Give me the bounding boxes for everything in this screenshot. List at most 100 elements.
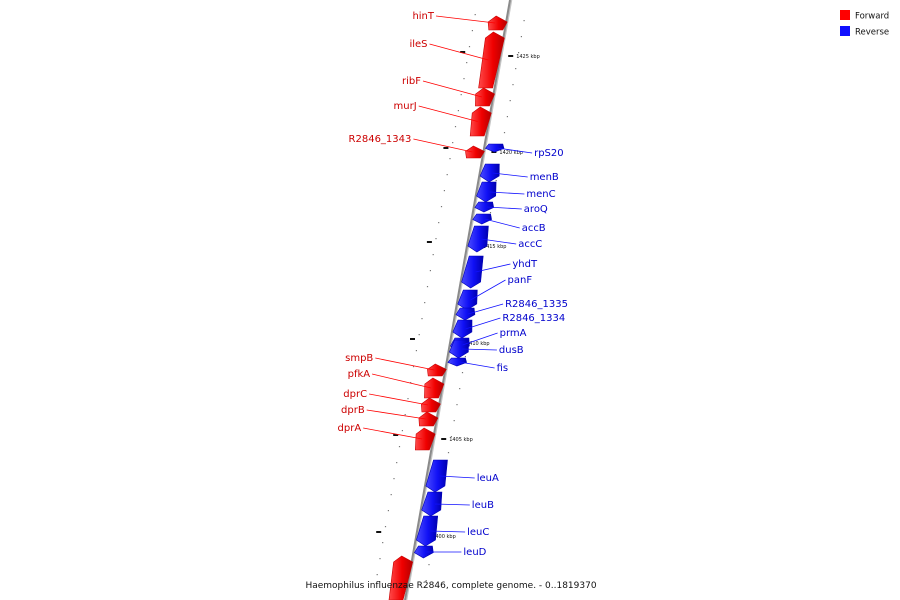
- reverse-gene-arrow[interactable]: [455, 307, 476, 321]
- minor-tick-dot: [398, 446, 401, 448]
- gene-label[interactable]: ribF: [402, 76, 421, 87]
- minor-tick-dot: [447, 452, 450, 454]
- gene-label[interactable]: menB: [530, 172, 559, 183]
- gene-label[interactable]: prmA: [500, 328, 527, 339]
- forward-gene-arrow[interactable]: [414, 427, 436, 451]
- legend-reverse-label: Reverse: [855, 28, 889, 38]
- gene-label[interactable]: accB: [522, 223, 546, 234]
- minor-tick-dot: [509, 100, 511, 102]
- minor-tick-dot: [515, 68, 517, 70]
- gene-leader-line: [484, 218, 520, 229]
- reverse-gene-arrow[interactable]: [472, 213, 492, 225]
- gene-label[interactable]: leuD: [463, 547, 486, 558]
- axis-line: [404, 0, 511, 600]
- reverse-gene-arrow[interactable]: [457, 289, 478, 311]
- gene-leader-line: [363, 427, 423, 440]
- gene-leader-line: [475, 263, 511, 273]
- minor-tick-dot: [384, 526, 387, 528]
- gene-label[interactable]: yhdT: [512, 259, 538, 270]
- gene-label[interactable]: murJ: [394, 101, 417, 112]
- minor-tick-dot: [401, 430, 403, 432]
- forward-gene-arrow[interactable]: [469, 106, 492, 137]
- gene-label[interactable]: menC: [526, 189, 555, 200]
- gene-labels: hinT ileS ribF murJ R2846_1343 rpS20 menB menC a…: [338, 11, 568, 558]
- genome-caption: Haemophilus influenzae R2846, complete g…: [305, 581, 596, 591]
- forward-gene-arrow[interactable]: [420, 397, 441, 413]
- minor-tick-dot: [495, 180, 497, 182]
- gene-label[interactable]: accC: [518, 239, 542, 250]
- gene-label[interactable]: pfkA: [348, 369, 371, 380]
- reverse-gene-arrow[interactable]: [484, 143, 505, 153]
- reverse-gene-arrow[interactable]: [447, 357, 467, 367]
- reverse-gene-arrow[interactable]: [461, 255, 484, 289]
- gene-leader-line: [465, 317, 501, 330]
- gene-label[interactable]: leuB: [472, 500, 494, 511]
- gene-label[interactable]: dprC: [343, 389, 367, 400]
- minor-tick-dot: [446, 174, 448, 176]
- gene-label[interactable]: dprB: [341, 405, 365, 416]
- forward-gene-arrow[interactable]: [427, 363, 447, 377]
- gene-label[interactable]: leuC: [467, 527, 489, 538]
- gene-leader-line: [461, 348, 497, 351]
- minor-tick-dot: [443, 190, 445, 192]
- major-tick-left: [443, 147, 449, 149]
- axis-shadow: [405, 0, 513, 600]
- minor-tick-dot: [428, 564, 430, 566]
- minor-tick-dot: [452, 142, 454, 144]
- minor-tick-dot: [410, 382, 412, 384]
- reverse-gene-arrow[interactable]: [476, 181, 497, 203]
- minor-tick-dot: [456, 404, 458, 406]
- gene-label[interactable]: smpB: [345, 353, 373, 364]
- minor-tick-dot: [426, 286, 429, 288]
- forward-gene-arrow[interactable]: [478, 31, 505, 89]
- minor-tick-dot: [418, 334, 420, 336]
- minor-tick-dot: [438, 222, 440, 224]
- gene-leader-line: [435, 15, 496, 24]
- forward-gene-arrow[interactable]: [418, 411, 439, 427]
- gene-leader-line: [481, 238, 517, 245]
- gene-label[interactable]: panF: [508, 275, 533, 286]
- minor-tick-dot: [393, 478, 395, 480]
- gene-label[interactable]: leuA: [477, 473, 499, 484]
- gene-leader-line: [418, 105, 478, 122]
- reverse-gene-arrow[interactable]: [452, 319, 473, 339]
- forward-gene-arrow[interactable]: [475, 87, 495, 107]
- gene-leader-line: [489, 191, 525, 195]
- gene-label[interactable]: R2846_1334: [502, 313, 565, 324]
- gene-label[interactable]: fis: [497, 363, 509, 374]
- reverse-gene-arrow[interactable]: [474, 201, 495, 213]
- gene-label[interactable]: aroQ: [524, 204, 548, 215]
- forward-gene-arrow[interactable]: [487, 15, 508, 31]
- gene-label[interactable]: rpS20: [534, 148, 564, 159]
- gene-label[interactable]: dusB: [499, 345, 524, 356]
- reverse-gene-arrow[interactable]: [467, 225, 489, 253]
- reverse-gene-arrow[interactable]: [413, 545, 434, 559]
- gene-label[interactable]: R2846_1335: [505, 299, 568, 310]
- gene-leader-line: [470, 279, 506, 301]
- gene-leader-line: [462, 332, 498, 346]
- gene-label[interactable]: dprA: [338, 423, 362, 434]
- gene-leader-line: [497, 147, 533, 154]
- gene-label[interactable]: hinT: [412, 11, 434, 22]
- gene-leader-line: [369, 393, 429, 406]
- reverse-gene-arrow[interactable]: [425, 459, 448, 493]
- minor-tick-dot: [407, 398, 409, 400]
- gene-label[interactable]: ileS: [409, 39, 427, 50]
- gene-leader-line: [439, 475, 475, 479]
- minor-tick-dot: [489, 212, 492, 214]
- minor-tick-dot: [454, 126, 457, 128]
- tick-label: 1410 kbp: [466, 341, 490, 347]
- major-tick-left: [460, 51, 466, 53]
- minor-tick-dot: [471, 30, 473, 32]
- minor-tick-dot: [425, 580, 427, 582]
- minor-tick-dot: [461, 372, 464, 374]
- forward-gene-arrow[interactable]: [424, 377, 445, 399]
- gene-label[interactable]: R2846_1343: [349, 134, 412, 145]
- forward-gene-arrow[interactable]: [465, 145, 485, 159]
- reverse-gene-arrow[interactable]: [421, 491, 443, 517]
- reverse-gene-arrow[interactable]: [416, 515, 439, 547]
- tick-label: 1400 kbp: [432, 534, 456, 540]
- reverse-gene-arrow[interactable]: [479, 163, 500, 183]
- forward-gene-arrow[interactable]: [388, 555, 414, 600]
- legend: Forward Reverse: [840, 10, 889, 38]
